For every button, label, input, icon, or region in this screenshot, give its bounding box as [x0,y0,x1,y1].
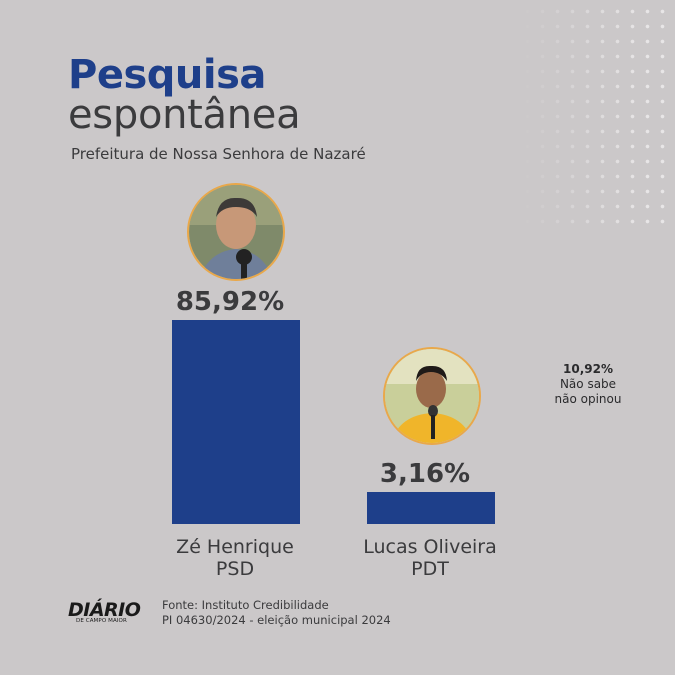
page-title-line2: espontânea [68,92,301,138]
dot-pattern-decoration [520,4,675,234]
candidate-party: PSD [215,558,255,580]
logo-sub-text: DE CAMPO MAIOR [76,618,127,624]
logo-main-text: DIÁRIO [68,599,141,621]
page-title: Pesquisa [68,52,266,98]
candidate-party: PDT [411,558,449,580]
candidate-label-lucas-oliveira: Lucas Oliveira PDT [340,536,520,580]
candidate-photo-ze-henrique [187,183,285,281]
bar-value-label-1: 3,16% [380,459,470,489]
candidate-name: Lucas Oliveira [363,536,497,558]
candidate-label-ze-henrique: Zé Henrique PSD [145,536,325,580]
undecided-label-line1: Não sabe [559,377,617,391]
bar-value-label-0: 85,92% [176,287,284,317]
bar-0 [172,320,300,524]
undecided-label-line2: não opinou [554,392,622,406]
diario-logo: DIÁRIO DE CAMPO MAIOR [68,599,141,624]
undecided-value: 10,92% [563,362,613,376]
bar-1 [367,492,495,524]
page-subtitle: Prefeitura de Nossa Senhora de Nazaré [71,145,366,163]
source-line2: PI 04630/2024 - eleição municipal 2024 [162,613,391,627]
source-note: Fonte: Instituto Credibilidade PI 04630/… [162,598,391,628]
undecided-note: 10,92% Não sabe não opinou [548,362,628,407]
source-line1: Fonte: Instituto Credibilidade [162,598,329,612]
candidate-name: Zé Henrique [176,536,294,558]
